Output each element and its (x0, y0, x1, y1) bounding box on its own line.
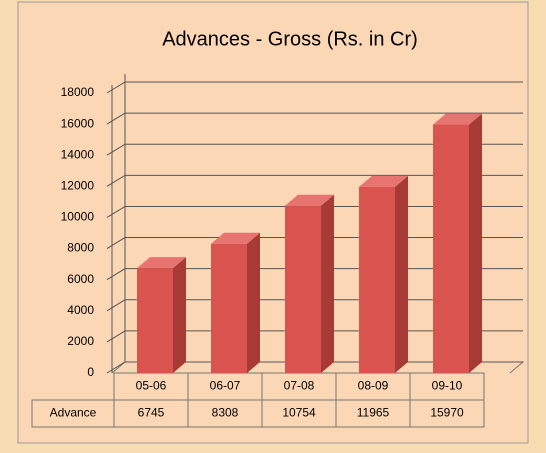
y-tick-label: 2000 (67, 334, 94, 348)
bar-top (285, 194, 334, 206)
grid-line (106, 81, 523, 94)
bar-side (395, 175, 408, 373)
grid-line (106, 174, 523, 187)
y-tick-label: 14000 (61, 147, 95, 161)
y-tick-label: 0 (87, 365, 94, 379)
y-tick-label: 6000 (67, 272, 94, 286)
table-value: 6745 (138, 406, 165, 420)
table-value: 10754 (282, 406, 316, 420)
y-tick-label: 18000 (61, 85, 95, 99)
bar-side (321, 194, 334, 373)
table-value: 11965 (357, 406, 390, 420)
y-tick-label: 12000 (61, 179, 95, 193)
y-tick-label: 16000 (61, 116, 95, 130)
chart-title: Advances - Gross (Rs. in Cr) (162, 28, 418, 50)
grid-line (106, 143, 523, 156)
bar-side (469, 113, 482, 374)
bar-top (137, 257, 186, 269)
y-tick-label: 10000 (61, 210, 95, 224)
table-value: 15970 (430, 406, 464, 420)
bar (433, 124, 469, 373)
table-value: 8308 (212, 406, 239, 420)
bar (359, 186, 395, 373)
bar (211, 243, 247, 373)
grid-line (106, 112, 523, 125)
y-tick-label: 8000 (67, 241, 94, 255)
x-tick-label: 07-08 (284, 379, 315, 393)
bar-side (173, 257, 186, 373)
x-tick-label: 06-07 (210, 379, 241, 393)
y-tick-label: 4000 (67, 303, 94, 317)
bar (285, 205, 321, 373)
x-tick-label: 09-10 (432, 379, 463, 393)
bar (137, 268, 173, 373)
bar-top (211, 232, 260, 244)
bar-top (433, 113, 482, 125)
bar-side (247, 232, 260, 373)
x-tick-label: 05-06 (136, 379, 167, 393)
table-series-label: Advance (50, 406, 97, 420)
x-tick-label: 08-09 (358, 379, 389, 393)
bar-top (359, 175, 408, 187)
